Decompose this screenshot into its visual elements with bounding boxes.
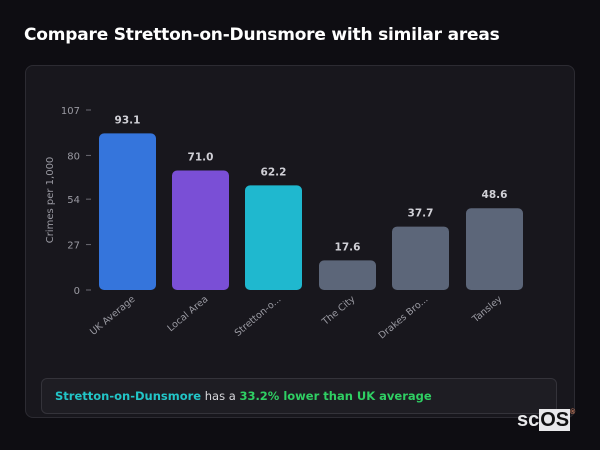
bar-0 bbox=[99, 133, 156, 290]
bar-4 bbox=[392, 226, 449, 290]
x-tick-label: Local Area bbox=[165, 294, 210, 334]
bar-value-label: 93.1 bbox=[115, 114, 141, 126]
y-tick-label: 107 bbox=[61, 106, 80, 117]
y-tick-label: 54 bbox=[67, 195, 80, 206]
y-tick-label: 27 bbox=[67, 241, 80, 252]
bar-value-label: 17.6 bbox=[335, 241, 361, 253]
x-tick-label: UK Average bbox=[88, 294, 137, 338]
summary-banner: Stretton-on-Dunsmore has a 33.2% lower t… bbox=[41, 378, 557, 414]
y-tick-label: 0 bbox=[74, 286, 80, 297]
y-axis-label: Crimes per 1,000 bbox=[45, 157, 56, 244]
summary-text: has a bbox=[201, 389, 240, 403]
bar-5 bbox=[466, 208, 523, 290]
bar-value-label: 48.6 bbox=[482, 189, 508, 201]
x-tick-label: Stretton-o... bbox=[233, 294, 284, 339]
bar-value-label: 37.7 bbox=[408, 208, 434, 220]
scos-logo: scOS® bbox=[517, 409, 576, 431]
y-tick-label: 80 bbox=[67, 151, 80, 162]
x-tick-label: The City bbox=[319, 294, 357, 329]
x-tick-label: Drakes Bro... bbox=[377, 294, 431, 342]
summary-area: Stretton-on-Dunsmore bbox=[55, 389, 202, 403]
page-title: Compare Stretton-on-Dunsmore with simila… bbox=[24, 25, 500, 45]
bar-value-label: 62.2 bbox=[261, 166, 287, 178]
bar-1 bbox=[172, 170, 229, 290]
bar-value-label: 71.0 bbox=[188, 152, 214, 164]
summary-comparison: 33.2% lower than UK average bbox=[239, 389, 432, 403]
bar-2 bbox=[245, 185, 302, 290]
bar-3 bbox=[319, 260, 376, 290]
x-tick-label: Tansley bbox=[470, 294, 505, 326]
